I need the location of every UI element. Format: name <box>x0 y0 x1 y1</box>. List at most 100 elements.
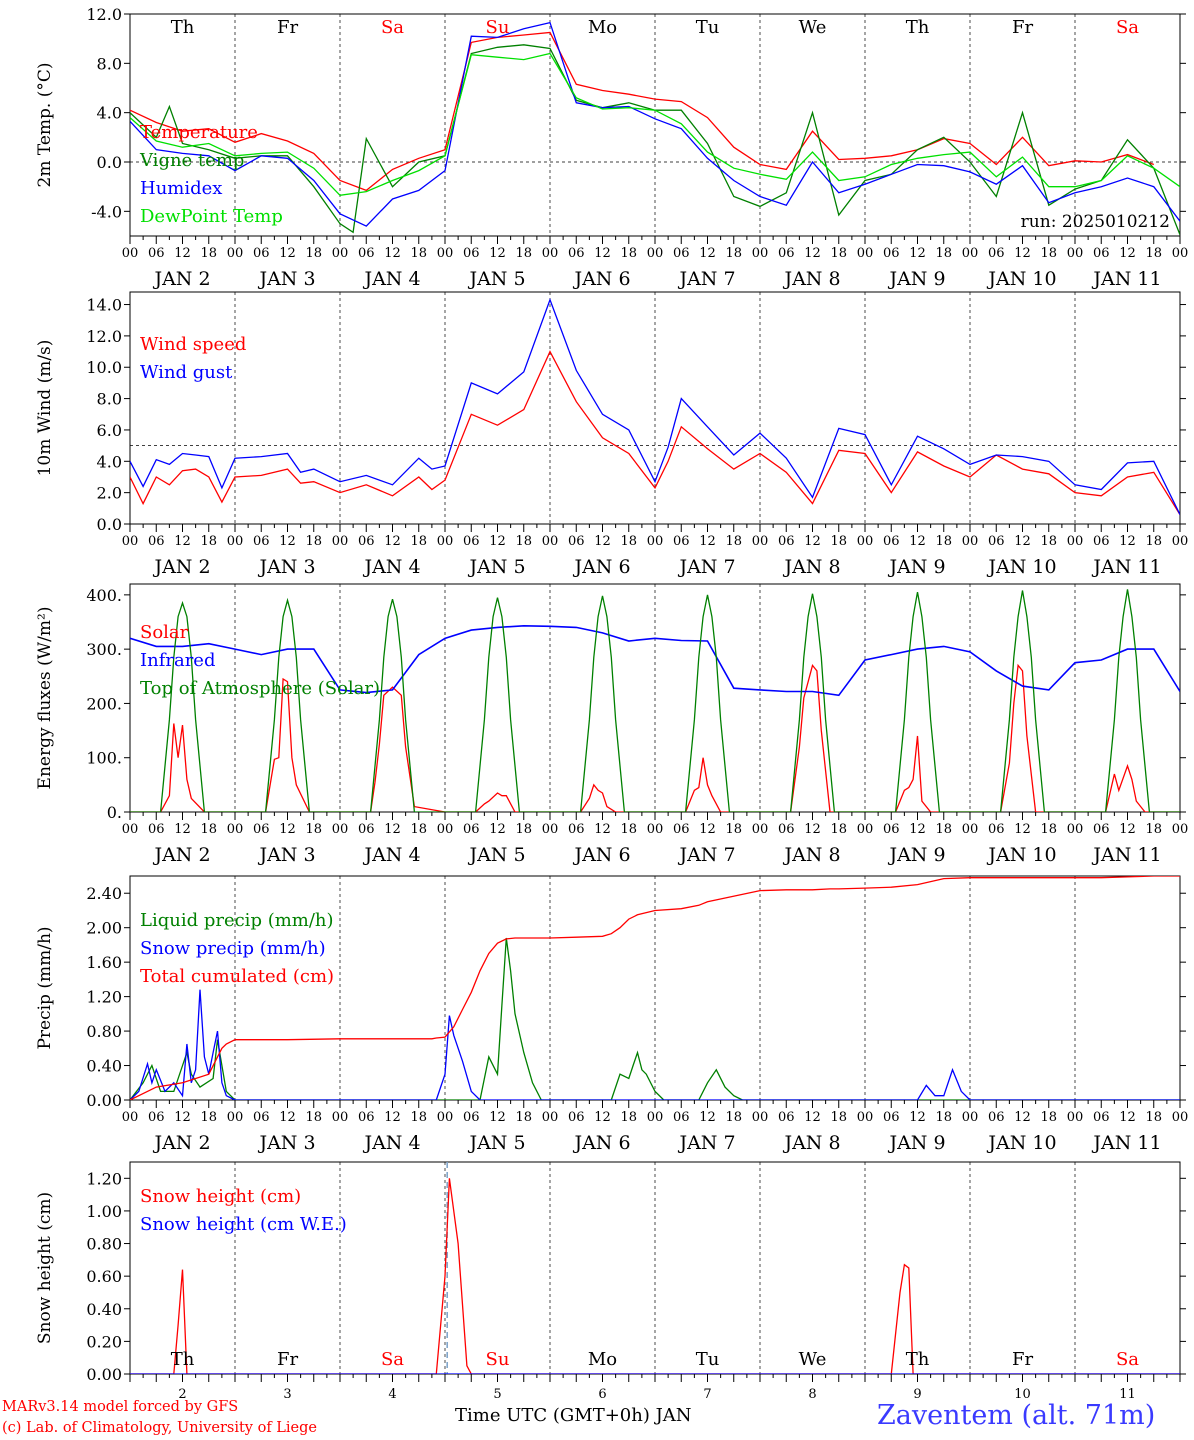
day-number-label: 9 <box>913 1387 921 1402</box>
hour-tick-label: 06 <box>358 822 375 837</box>
series-line-temperature <box>130 31 1155 192</box>
hour-tick-label: 06 <box>253 246 270 261</box>
series-line-infrared <box>130 624 1180 697</box>
weekday-label: Fr <box>277 1349 298 1370</box>
hour-tick-label: 12 <box>804 1110 821 1125</box>
date-label: JAN 3 <box>257 556 315 578</box>
hour-tick-label: 12 <box>699 822 716 837</box>
hour-tick-label: 18 <box>725 534 742 549</box>
panel-5: 0.00 0.20 0.40 0.60 0.80 1.00 1.20 Snow height … <box>35 1161 1186 1402</box>
hour-tick-label: 12 <box>384 534 401 549</box>
hour-tick-label: 06 <box>988 1110 1005 1125</box>
hour-tick-label: 12 <box>909 822 926 837</box>
hour-tick-label: 00 <box>227 534 244 549</box>
series-line-dewpoint-temp <box>130 52 1180 196</box>
hour-tick-label: 18 <box>620 534 637 549</box>
hour-tick-label: 18 <box>830 534 847 549</box>
hour-tick-label: 18 <box>1145 246 1162 261</box>
hour-tick-label: 12 <box>489 534 506 549</box>
date-label: JAN 2 <box>152 844 210 866</box>
panel-3: 0. 100. 200. 300. 400. Energy fluxes (W/m²) So… <box>35 583 1189 866</box>
hour-tick-label: 12 <box>699 246 716 261</box>
legend-entry: Infrared <box>140 650 215 671</box>
hour-tick-label: 00 <box>437 534 454 549</box>
run-label: run: 2025010212 <box>1021 212 1170 232</box>
y-axis-label: 10m Wind (m/s) <box>35 340 55 477</box>
hour-tick-label: 12 <box>174 1110 191 1125</box>
hour-tick-label: 12 <box>804 822 821 837</box>
hour-tick-label: 18 <box>515 1110 532 1125</box>
date-label: JAN 8 <box>782 556 840 578</box>
hour-tick-label: 00 <box>542 822 559 837</box>
hour-tick-label: 06 <box>148 246 165 261</box>
hour-tick-label: 12 <box>384 1110 401 1125</box>
hour-tick-label: 06 <box>463 1110 480 1125</box>
y-tick-label: 8.0 <box>97 390 122 409</box>
hour-tick-label: 12 <box>909 1110 926 1125</box>
weekday-label: Sa <box>1116 1349 1139 1370</box>
hour-tick-label: 12 <box>1119 822 1136 837</box>
weekday-label: Sa <box>381 17 404 38</box>
hour-tick-label: 00 <box>542 534 559 549</box>
y-tick-label: 0.00 <box>86 1091 122 1110</box>
date-label: JAN 9 <box>887 268 945 290</box>
hour-tick-label: 18 <box>1145 822 1162 837</box>
hour-tick-label: 18 <box>935 1110 952 1125</box>
weekday-label: Th <box>171 1349 195 1370</box>
hour-tick-label: 06 <box>568 822 585 837</box>
y-tick-label: 0. <box>107 803 122 822</box>
day-number-label: 4 <box>388 1387 396 1402</box>
hour-tick-label: 18 <box>1040 246 1057 261</box>
panel-4: 0.00 0.40 0.80 1.20 1.60 2.00 2.40 Precip (mm/h… <box>35 875 1188 1154</box>
date-label: JAN 10 <box>986 844 1056 866</box>
hour-tick-label: 00 <box>647 822 664 837</box>
hour-tick-label: 06 <box>883 822 900 837</box>
hour-tick-label: 00 <box>1172 822 1189 837</box>
day-number-label: 3 <box>283 1387 291 1402</box>
hour-tick-label: 00 <box>227 822 244 837</box>
hour-tick-label: 00 <box>332 1110 349 1125</box>
hour-tick-label: 00 <box>962 1110 979 1125</box>
date-label: JAN 8 <box>782 1132 840 1154</box>
hour-tick-label: 12 <box>384 822 401 837</box>
y-tick-label: 12.0 <box>86 5 122 24</box>
hour-tick-label: 00 <box>962 822 979 837</box>
date-label: JAN 6 <box>572 844 630 866</box>
y-tick-label: 0.20 <box>86 1332 122 1351</box>
hour-tick-label: 00 <box>122 534 139 549</box>
date-label: JAN 8 <box>782 844 840 866</box>
date-label: JAN 7 <box>677 268 735 290</box>
weekday-label: Tu <box>696 17 720 38</box>
hour-tick-label: 12 <box>804 534 821 549</box>
date-label: JAN 7 <box>677 556 735 578</box>
hour-tick-label: 12 <box>1014 534 1031 549</box>
hour-tick-label: 18 <box>935 822 952 837</box>
hour-tick-label: 12 <box>594 1110 611 1125</box>
hour-tick-label: 00 <box>752 1110 769 1125</box>
y-tick-label: 100. <box>86 749 122 768</box>
hour-tick-label: 00 <box>227 246 244 261</box>
series-line-solar <box>130 663 1180 812</box>
day-number-label: 6 <box>598 1387 606 1402</box>
hour-tick-label: 06 <box>778 534 795 549</box>
hour-tick-label: 06 <box>568 246 585 261</box>
hour-tick-label: 12 <box>489 246 506 261</box>
hour-tick-label: 06 <box>673 534 690 549</box>
date-label: JAN 5 <box>467 844 525 866</box>
hour-tick-label: 00 <box>332 246 349 261</box>
weekday-label: Fr <box>1012 1349 1033 1370</box>
credit-line-1: MARv3.14 model forced by GFS <box>2 1399 239 1415</box>
y-tick-label: 0.0 <box>97 153 122 172</box>
hour-tick-label: 06 <box>148 534 165 549</box>
credit-line-2: (c) Lab. of Climatology, University of L… <box>2 1420 317 1436</box>
series-line-humidex <box>130 21 1180 227</box>
hour-tick-label: 18 <box>200 534 217 549</box>
series-line-wind-speed <box>130 350 1180 515</box>
weekday-label: Th <box>171 17 195 38</box>
legend-entry: Wind gust <box>140 362 233 383</box>
hour-tick-label: 18 <box>620 1110 637 1125</box>
y-tick-label: 400. <box>86 586 122 605</box>
hour-tick-label: 18 <box>515 534 532 549</box>
date-label: JAN 3 <box>257 268 315 290</box>
